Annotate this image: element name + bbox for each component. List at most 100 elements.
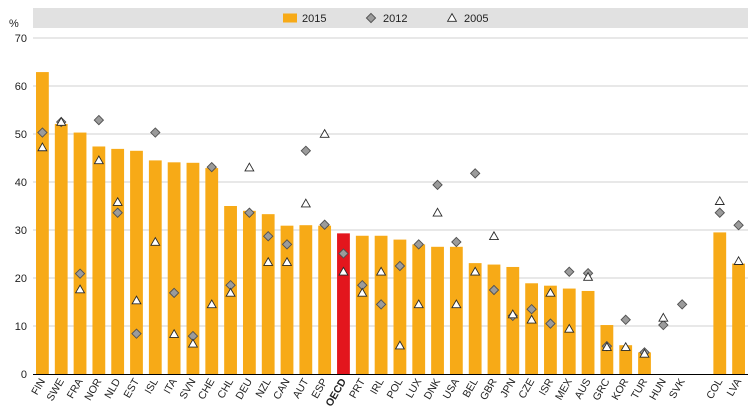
triangle-marker-pol: [394, 340, 406, 350]
diamond-marker-dnk: [432, 179, 443, 191]
bar-fra: [73, 132, 87, 374]
x-tick-label: AUT: [291, 376, 312, 401]
x-tick-label: DEU: [234, 377, 255, 402]
triangle-marker-kor: [620, 341, 631, 351]
triangle-marker-aut: [300, 198, 312, 208]
bar-fin: [36, 72, 49, 374]
x-tick-label: NLD: [102, 376, 123, 401]
x-tick-label: SWE: [44, 377, 66, 404]
triangle-marker-swe: [56, 116, 67, 126]
legend-label: 2015: [302, 13, 326, 25]
diamond-marker-usa: [451, 236, 462, 248]
diamond-marker-irl: [375, 299, 387, 310]
x-tick-label: ISL: [143, 376, 161, 396]
diamond-marker-oecd: [338, 248, 349, 259]
triangle-marker-tur: [639, 348, 650, 358]
x-tick-label: LVA: [725, 377, 745, 399]
triangle-marker-chl: [225, 287, 236, 297]
x-tick-label: CHE: [196, 377, 217, 402]
triangle-marker-che: [206, 299, 217, 309]
x-tick-label: IRL: [368, 376, 387, 396]
x-tick-label: LUX: [404, 377, 425, 401]
x-tick-label: DNK: [422, 377, 443, 402]
y-tick-label: 10: [15, 321, 27, 333]
bar-lux: [412, 244, 426, 374]
bar-isr: [544, 285, 557, 374]
bar-aus: [581, 290, 595, 374]
x-tick-label: COL: [704, 376, 725, 401]
legend-swatch-triangle: [446, 12, 458, 22]
triangle-marker-ita: [168, 328, 180, 338]
triangle-marker-can: [281, 256, 293, 266]
y-tick-label: 30: [15, 225, 27, 237]
x-tick-label: USA: [441, 377, 462, 402]
triangle-marker-isr: [545, 287, 556, 297]
legend-item: 2015: [283, 13, 326, 25]
triangle-marker-fra: [74, 284, 86, 294]
triangle-marker-esp: [319, 128, 330, 138]
triangle-marker-oecd: [338, 266, 349, 276]
legend-label: 2005: [464, 13, 488, 25]
x-tick-label: ITA: [162, 377, 180, 396]
bar-svn: [186, 162, 200, 374]
x-tick-label: CHL: [215, 376, 236, 400]
diamond-marker-kor: [620, 314, 631, 325]
diamond-marker-nor: [93, 114, 105, 126]
triangle-marker-lux: [413, 299, 424, 309]
bar-prt: [355, 235, 369, 374]
triangle-marker-cze: [526, 314, 537, 324]
triangle-marker-dnk: [432, 207, 443, 217]
triangle-marker-isl: [150, 236, 161, 246]
triangle-marker-nor: [93, 155, 105, 165]
bar-nzl: [261, 214, 275, 374]
bar-cze: [525, 283, 539, 374]
x-tick-label: MEX: [553, 377, 575, 403]
bar-oecd: [337, 233, 350, 374]
triangle-marker-fin: [37, 142, 48, 152]
diamond-marker-svk: [676, 299, 688, 310]
bar-pol: [393, 239, 407, 374]
y-tick-label: 60: [15, 81, 27, 93]
bar-bel: [468, 263, 482, 374]
diamond-marker-che: [206, 161, 217, 173]
diamond-marker-fin: [37, 127, 48, 138]
triangle-marker-gbr: [488, 230, 500, 240]
diamond-marker-esp: [319, 219, 330, 230]
triangle-marker-nld: [112, 196, 123, 206]
x-tick-label: GBR: [478, 376, 500, 402]
diamond-marker-lva: [733, 219, 744, 231]
bar-isl: [148, 160, 162, 374]
legend: 2015 2012 2005: [283, 12, 488, 25]
diamond-marker-nld: [112, 207, 123, 218]
triangle-marker-lva: [733, 255, 744, 265]
bar-tur: [638, 352, 651, 374]
bars: [36, 72, 745, 374]
diamond-marker-aut: [300, 145, 312, 157]
bar-esp: [318, 225, 332, 374]
x-tick-label: GRC: [590, 376, 612, 403]
x-tick-label: PRT: [347, 376, 368, 401]
diamond-marker-nzl: [262, 231, 274, 242]
triangle-marker-hun: [658, 312, 669, 322]
triangle-marker-svn: [187, 338, 199, 348]
diamond-marker-cze: [526, 303, 537, 315]
triangle-marker-prt: [357, 287, 368, 297]
diamond-marker-ita: [168, 287, 180, 299]
x-tick-label: NOR: [82, 376, 104, 403]
y-tick-label: 40: [15, 177, 27, 189]
x-tick-label: KOR: [610, 376, 632, 402]
diamond-marker-isr: [545, 318, 556, 329]
triangle-marker-grc: [601, 341, 613, 351]
triangle-marker-est: [131, 295, 142, 305]
bar-lva: [732, 263, 745, 374]
y-tick-label: 50: [15, 129, 27, 141]
x-tick-label: JPN: [498, 377, 518, 400]
x-tick-label: EST: [121, 376, 142, 400]
diamond-marker-fra: [74, 268, 86, 279]
x-tick-label: TUR: [629, 376, 650, 401]
diamond-marker-est: [131, 328, 142, 339]
bar-swe: [54, 123, 68, 374]
bar-nld: [111, 148, 125, 374]
